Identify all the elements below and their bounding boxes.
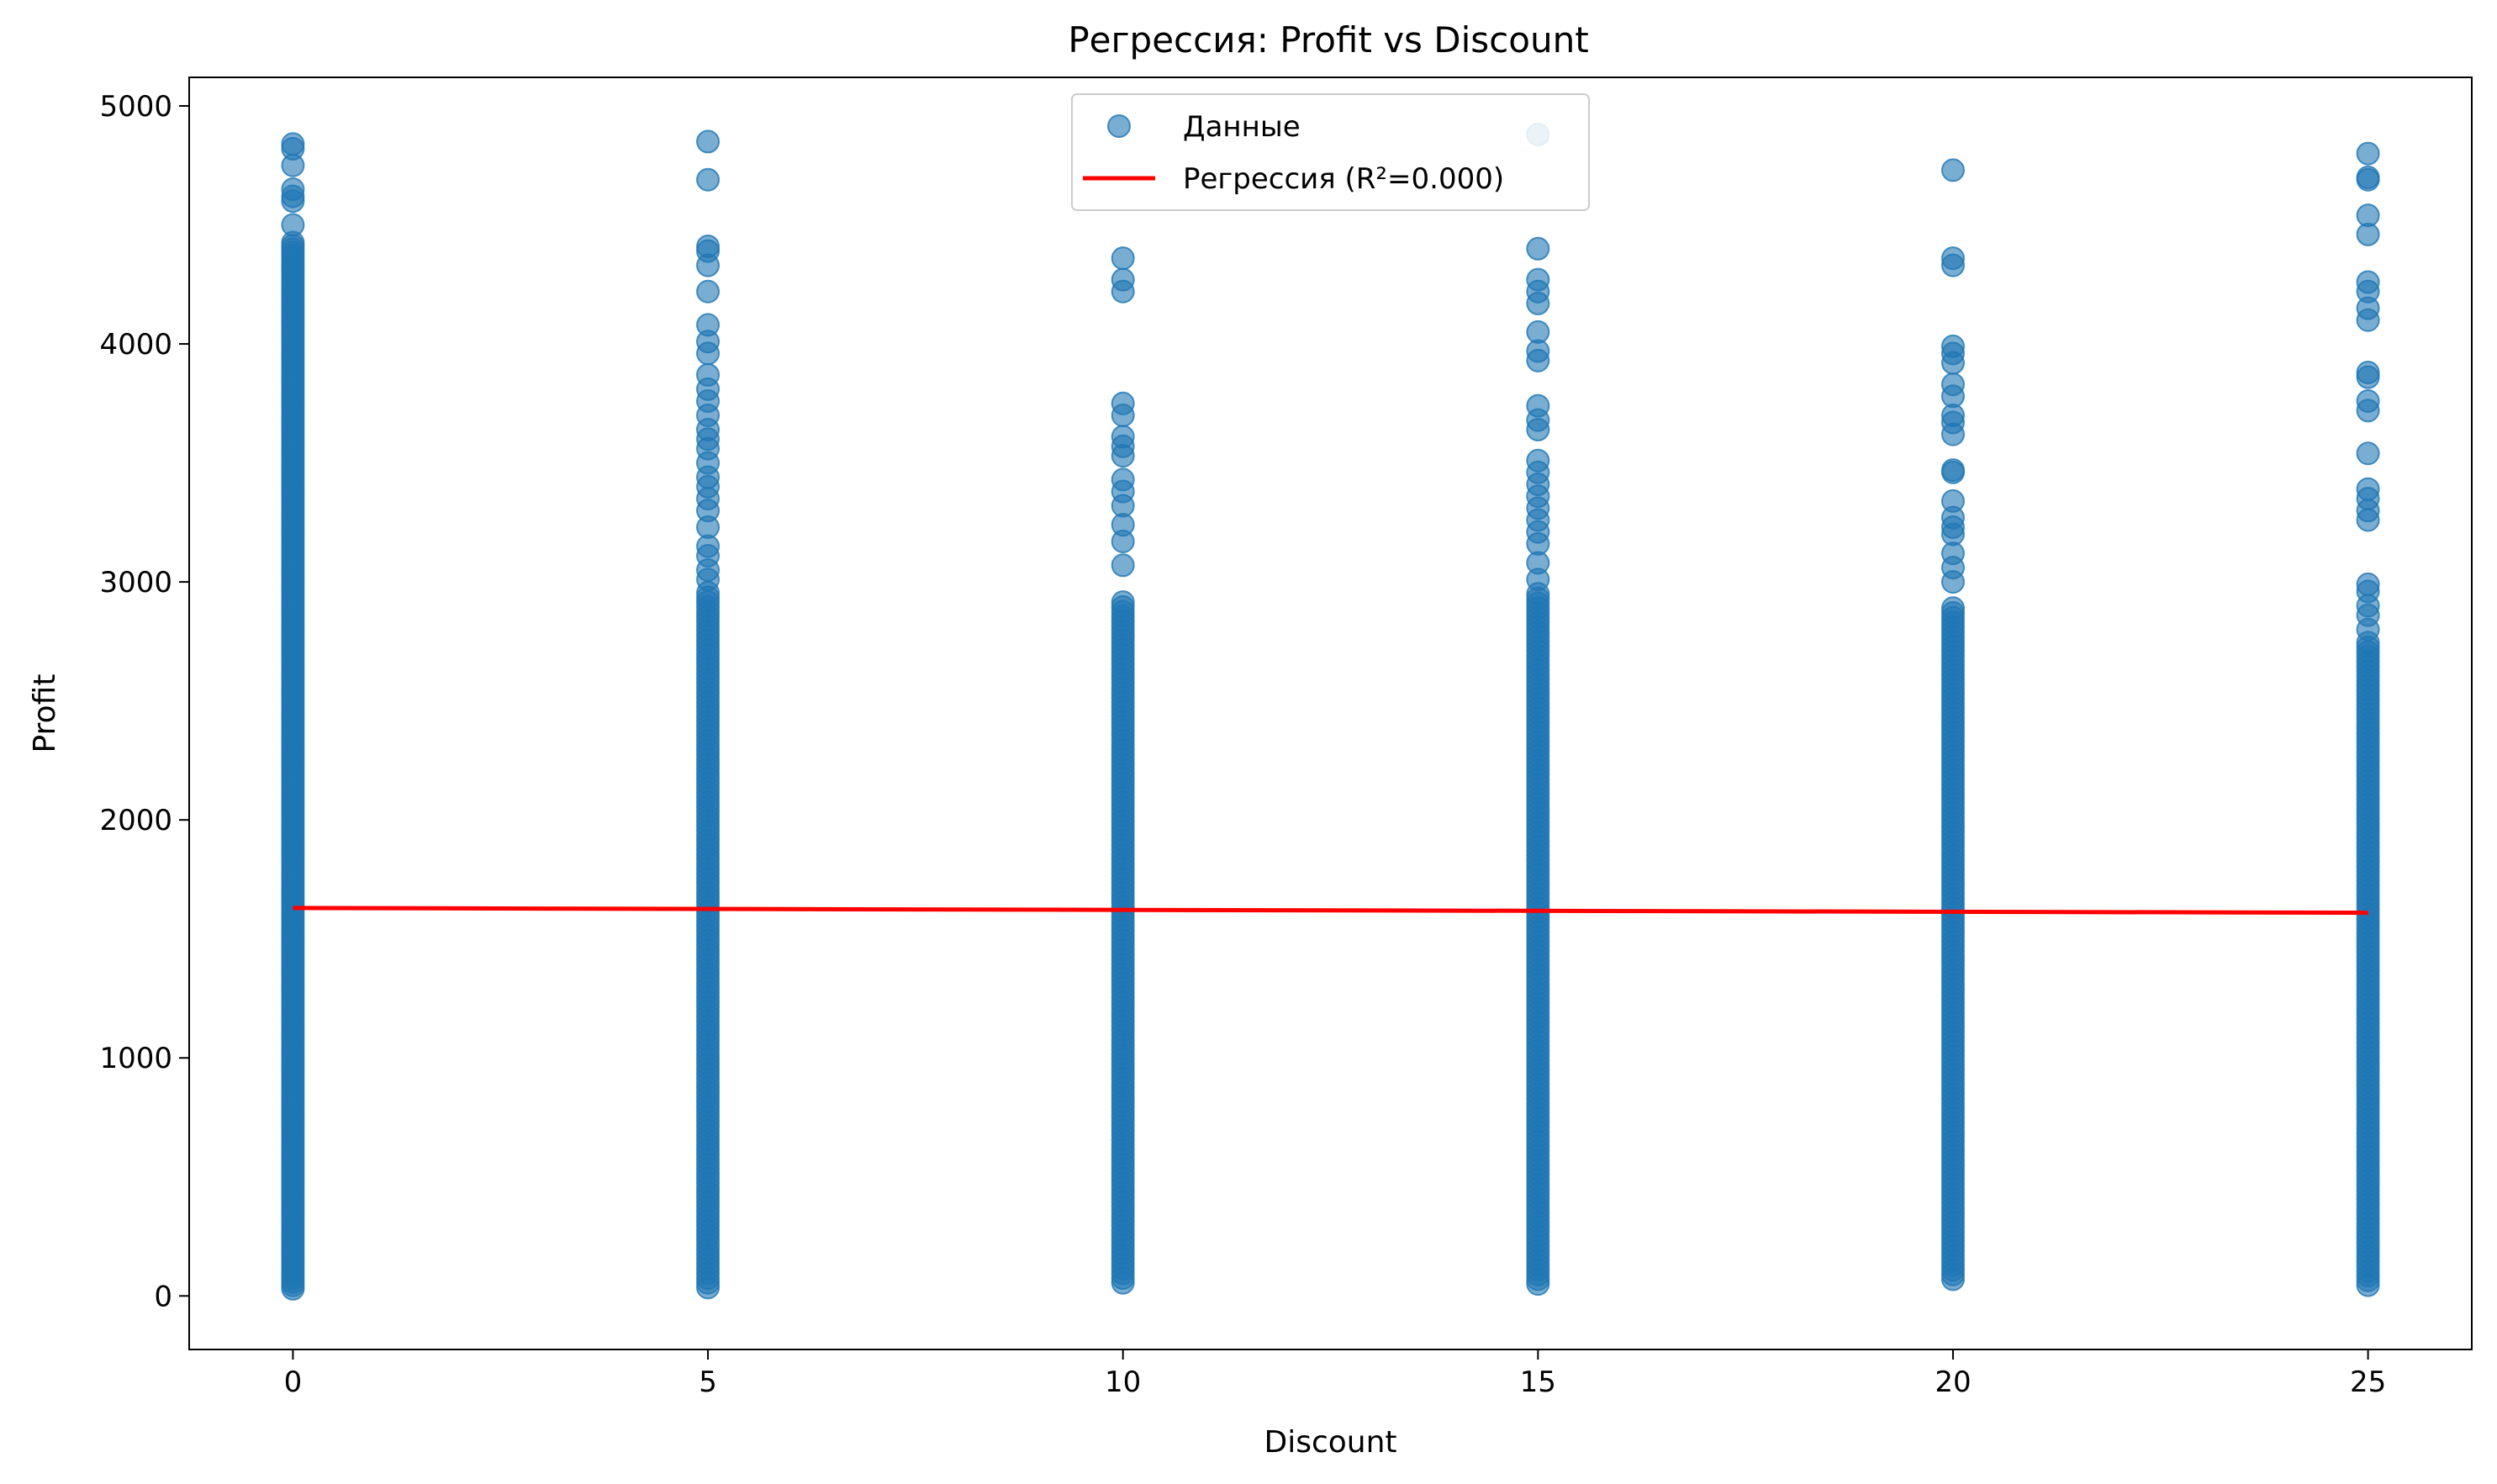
data-point <box>1111 403 1135 427</box>
data-point <box>2356 365 2380 389</box>
data-points <box>281 122 2380 1301</box>
data-point <box>1526 236 1550 261</box>
legend-label-regression: Регрессия (R²=0.000) <box>1183 162 1504 196</box>
data-point <box>696 568 721 592</box>
data-point <box>281 189 305 214</box>
regression-line <box>293 906 2368 916</box>
data-point <box>2356 617 2380 642</box>
data-point <box>1940 351 1965 375</box>
legend-marker-data <box>1107 114 1131 138</box>
legend: Данные Регрессия (R²=0.000) <box>1071 93 1590 211</box>
x-tick-label: 10 <box>1105 1365 1141 1399</box>
data-point <box>696 341 721 366</box>
x-tick-label: 20 <box>1935 1365 1971 1399</box>
y-tick-label: 0 <box>154 1280 172 1313</box>
x-tick-label: 25 <box>2350 1365 2386 1399</box>
data-point <box>281 213 305 237</box>
y-axis: 0 1000 2000 3000 4000 5000 <box>99 90 189 1313</box>
data-point <box>696 167 721 192</box>
data-point <box>281 153 305 177</box>
data-point <box>696 129 721 154</box>
data-point <box>1526 348 1550 372</box>
data-point <box>696 253 721 277</box>
data-point <box>1526 568 1550 592</box>
y-tick-label: 1000 <box>99 1042 172 1075</box>
data-point <box>1526 417 1550 441</box>
data-point <box>2356 222 2380 246</box>
data-point <box>2356 167 2380 192</box>
legend-box <box>1071 93 1590 211</box>
y-tick-label: 3000 <box>99 566 172 599</box>
data-point <box>2356 441 2380 466</box>
plot-area <box>281 122 2380 1301</box>
data-point <box>1526 291 1550 315</box>
data-point <box>1940 596 1965 621</box>
x-axis-title: Discount <box>1264 1425 1396 1460</box>
data-point <box>1111 553 1135 578</box>
y-tick-label: 4000 <box>99 328 172 362</box>
data-point <box>696 279 721 304</box>
plot-frame <box>188 77 2473 1350</box>
data-point <box>1111 590 1135 615</box>
data-point <box>1111 529 1135 553</box>
x-tick-label: 15 <box>1520 1365 1556 1399</box>
x-tick-label: 0 <box>284 1365 303 1399</box>
data-point <box>2356 141 2380 166</box>
data-point <box>1940 158 1965 182</box>
data-point <box>2356 508 2380 532</box>
y-tick-label: 5000 <box>99 90 172 124</box>
data-point <box>2356 399 2380 423</box>
data-point <box>2356 308 2380 332</box>
data-point <box>1940 422 1965 446</box>
x-tick-label: 5 <box>699 1365 717 1399</box>
data-point <box>1940 460 1965 484</box>
data-point <box>1940 253 1965 277</box>
y-tick-label: 2000 <box>99 804 172 837</box>
y-axis-title: Profit <box>28 674 62 753</box>
data-point <box>1111 246 1135 271</box>
x-axis: 0 5 10 15 20 25 <box>284 1349 2386 1399</box>
data-point <box>1111 444 1135 468</box>
data-point <box>1940 570 1965 594</box>
legend-label-data: Данные <box>1183 110 1301 144</box>
chart-title: Регрессия: Profit vs Discount <box>1068 19 1588 61</box>
data-point <box>1111 279 1135 304</box>
